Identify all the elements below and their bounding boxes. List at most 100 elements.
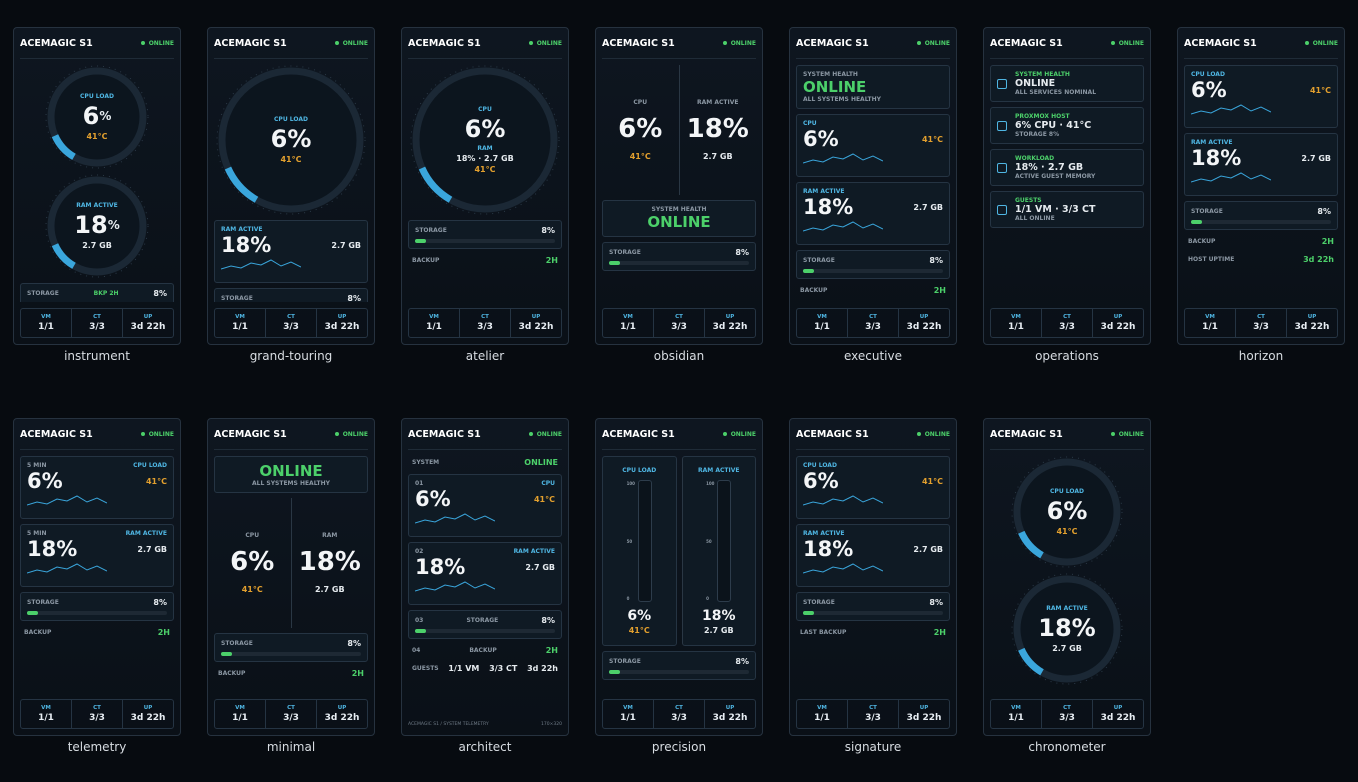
item-label: WORKLOAD xyxy=(1015,155,1055,162)
panel-caption: executive xyxy=(843,349,902,363)
status-badge: ONLINE xyxy=(529,40,562,47)
panel-caption: precision xyxy=(651,740,707,754)
bar-track xyxy=(27,611,167,615)
footer-value: 1/1 xyxy=(1008,713,1024,723)
card-sub: 2.7 GB xyxy=(1301,153,1331,163)
gauge-unit: % xyxy=(107,218,120,232)
metric-card: CPU LOAD 6% 41°C xyxy=(1184,65,1338,128)
footer-label: UP xyxy=(1307,314,1317,320)
guest-footer: VM 1/1 CT 3/3 UP 3d 22h xyxy=(990,699,1144,729)
gauge-value: 18% xyxy=(1038,614,1096,642)
card-value: 18% xyxy=(415,555,466,579)
card-row: 6% 41°C xyxy=(1191,78,1331,102)
storage-bar: STORAGE 8% xyxy=(214,633,368,662)
footer-cell: CT 3/3 xyxy=(848,309,899,337)
metric-card: 5 MIN CPU LOAD 6% 41°C xyxy=(20,456,174,519)
footer-label: UP xyxy=(337,705,347,711)
metric-column: RAM 18% 2.7 GB xyxy=(290,498,369,628)
column-value: 6% xyxy=(230,547,275,577)
bar-row: STORAGE 8% xyxy=(221,639,361,648)
card-index: 5 MIN xyxy=(27,462,47,469)
kv-value: 2H xyxy=(545,646,558,655)
metric-columns: CPU 6% 41°C RAM 18% 2.7 GB xyxy=(214,498,368,628)
card-row: 6% 41°C xyxy=(27,469,167,493)
bar-value: 8% xyxy=(541,616,555,625)
gauge-note: RAM xyxy=(477,145,493,152)
panel-body: SYSTEM HEALTH ONLINE ALL SYSTEMS HEALTHY CP… xyxy=(796,59,950,302)
panel-body: CPU 6% 41°C RAM ACTIVE 18% 2.7 GB SYSTEM HEALT… xyxy=(602,59,756,302)
kv-index: 04 xyxy=(412,647,421,654)
bar-value: 8% xyxy=(347,294,361,302)
kv-row: GUESTS 1/1 VM 3/3 CT 3d 22h xyxy=(408,662,562,675)
footer-cell: VM 1/1 xyxy=(797,700,848,728)
footer-value: 1/1 xyxy=(814,713,830,723)
status-badge: ONLINE xyxy=(529,431,562,438)
device-title: ACEMAGIC S1 xyxy=(602,37,675,49)
bar-index: 03 xyxy=(415,617,424,624)
column-value: 18% xyxy=(686,114,749,144)
footer-value: 1/1 xyxy=(620,322,636,332)
bar-value: 8% xyxy=(347,639,361,648)
card-value: 18% xyxy=(27,537,78,561)
kv-value: ONLINE xyxy=(524,458,558,467)
gauge-center: CPU LOAD 6% 41°C xyxy=(45,65,149,169)
footer-cell: UP 3d 22h xyxy=(1093,700,1143,728)
bar-track xyxy=(803,611,943,615)
metric-column: CPU LOAD 100 50 0 6% 41°C xyxy=(602,456,677,646)
item-icon xyxy=(997,78,1007,89)
bar-value: 8% xyxy=(153,598,167,607)
ops-item: PROXMOX HOST 6% CPU · 41°C STORAGE 8% xyxy=(990,107,1144,144)
panel-header: ACEMAGIC S1 ONLINE xyxy=(796,419,950,450)
footer-cell: UP 3d 22h xyxy=(511,309,561,337)
footer-cell: UP 3d 22h xyxy=(899,309,949,337)
card-head: CPU xyxy=(803,120,943,127)
panel-caption: atelier xyxy=(465,349,505,363)
footer-label: VM xyxy=(1011,705,1021,711)
status-badge: ONLINE xyxy=(917,40,950,47)
footer-value: 3d 22h xyxy=(712,713,748,723)
footer-cell: CT 3/3 xyxy=(460,309,511,337)
footer-value: 3d 22h xyxy=(1100,322,1136,332)
footer-cell: VM 1/1 xyxy=(1185,309,1236,337)
footer-value: 1/1 xyxy=(1202,322,1218,332)
kv-label: SYSTEM xyxy=(412,459,440,466)
gauge-extra: 41°C xyxy=(474,165,496,174)
kv-row: HOST UPTIME 3d 22h xyxy=(1184,253,1338,266)
bar-fill xyxy=(1191,220,1203,224)
card-row: 18% 2.7 GB xyxy=(27,537,167,561)
gauge-center: RAM ACTIVE 18% 2.7 GB xyxy=(1011,573,1123,685)
item-label: GUESTS xyxy=(1015,197,1042,204)
panel-caption: instrument xyxy=(64,349,130,363)
gauge-sub: 41°C xyxy=(280,155,302,164)
device-title: ACEMAGIC S1 xyxy=(796,37,869,49)
guest-footer: VM 1/1 CT 3/3 UP 3d 22h xyxy=(602,699,756,729)
card-label: RAM ACTIVE xyxy=(221,226,263,233)
footer-cell: CT 3/3 xyxy=(654,700,705,728)
gauge: CPU LOAD 6% 41°C xyxy=(45,65,149,169)
sparkline xyxy=(1190,172,1272,183)
card-row: 6% 41°C xyxy=(803,469,943,493)
bar-label: STORAGE xyxy=(1191,208,1223,215)
panel-header: ACEMAGIC S1 ONLINE xyxy=(1184,28,1338,59)
bar-label: STORAGE xyxy=(27,599,59,606)
guest-footer: VM 1/1 CT 3/3 UP 3d 22h xyxy=(20,308,174,338)
device-panel: ACEMAGIC S1 ONLINE CPU LOAD 100 50 0 6% 41°C RAM… xyxy=(595,418,763,736)
panel-header: ACEMAGIC S1 ONLINE xyxy=(408,28,562,59)
gauge-unit: % xyxy=(99,109,112,123)
status-badge: ONLINE xyxy=(335,431,368,438)
sparkline xyxy=(802,221,884,232)
kv-label: BACKUP xyxy=(800,287,828,294)
bar-fill xyxy=(803,611,815,615)
kv-row: SYSTEM ONLINE xyxy=(408,456,562,469)
panel-body: CPU LOAD 6% 41°C RAM ACTIVE 18% 2.7 GB STORAGE… xyxy=(796,450,950,693)
panel-header: ACEMAGIC S1 ONLINE xyxy=(990,419,1144,450)
kv-row: BACKUP 2H xyxy=(20,626,174,639)
storage-bar: STORAGE 8% xyxy=(796,250,950,279)
device-panel: ACEMAGIC S1 ONLINE SYSTEM HEALTH ONLINE ALL … xyxy=(789,27,957,345)
ops-item: WORKLOAD 18% · 2.7 GB ACTIVE GUEST MEMORY xyxy=(990,149,1144,186)
guest-footer: VM 1/1 CT 3/3 UP 3d 22h xyxy=(214,699,368,729)
column-label: CPU xyxy=(633,99,648,106)
card-head: 02 RAM ACTIVE xyxy=(415,548,555,555)
footer-label: CT xyxy=(869,705,877,711)
tube-wrap: 100 50 0 xyxy=(706,476,732,606)
